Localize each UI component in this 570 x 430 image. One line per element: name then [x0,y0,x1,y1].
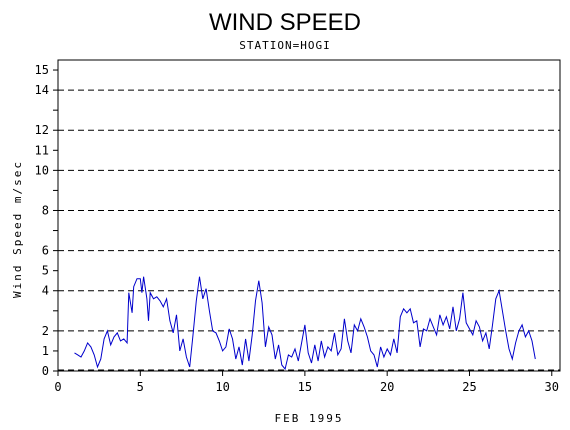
chart-subtitle: STATION=HOGI [239,39,330,52]
chart-title: WIND SPEED [209,9,361,36]
x-tick-label: 30 [545,380,559,394]
y-tick-label: 4 [42,284,49,298]
series-layer [74,276,536,371]
y-axis-label: Wind Speed m/sec [11,160,24,298]
y-tick-label: 11 [35,143,49,157]
x-tick-label: 0 [54,380,61,394]
series-line-wind-speed [74,276,536,371]
y-tick-label: 12 [35,123,49,137]
x-tick-label: 15 [298,380,312,394]
plot-frame [57,59,561,372]
y-tick-label: 6 [42,244,49,258]
y-tick-label: 14 [35,83,49,97]
x-tick-label: 5 [137,380,144,394]
x-tick-label: 25 [462,380,476,394]
x-tick-label: 10 [215,380,229,394]
x-tick-label: 20 [380,380,394,394]
grid-lines [58,89,560,371]
y-tick-label: 10 [35,163,49,177]
y-tick-label: 2 [42,324,49,338]
y-tick-label: 5 [42,264,49,278]
x-axis-label: FEB 1995 [275,412,344,425]
y-tick-label: 0 [42,364,49,378]
y-tick-label: 1 [42,344,49,358]
y-tick-label: 8 [42,203,49,217]
y-tick-label: 15 [35,63,49,77]
